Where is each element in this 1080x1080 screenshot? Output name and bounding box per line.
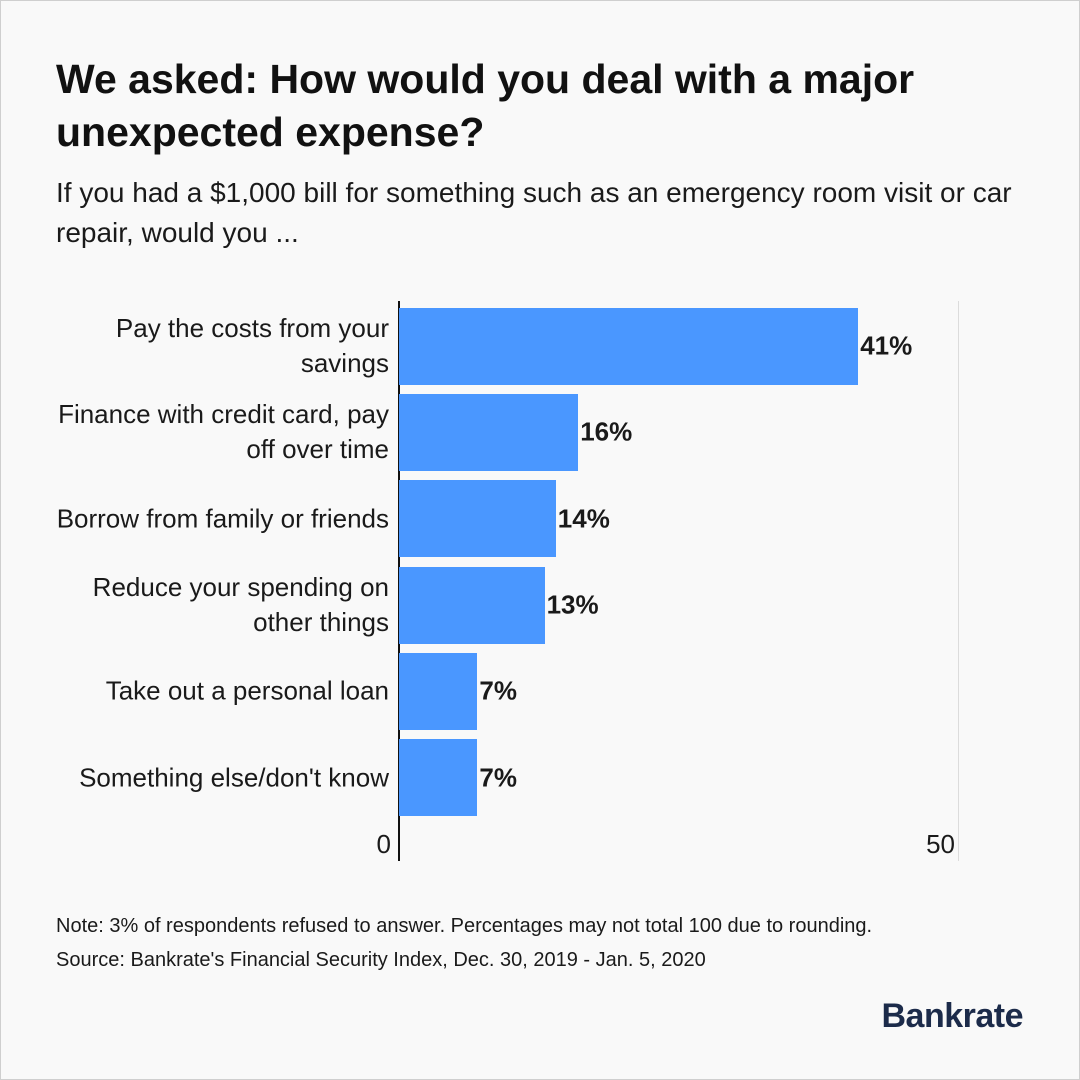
x-tick-label: 0 <box>376 829 391 859</box>
value-label: 7% <box>479 762 517 793</box>
chart-subtitle: If you had a $1,000 bill for something s… <box>56 177 1012 248</box>
value-label: 14% <box>557 503 610 534</box>
chart-title: We asked: How would you deal with a majo… <box>56 56 915 155</box>
y-tick-label: Borrow from family or friends <box>56 503 389 534</box>
value-label: 7% <box>479 675 517 706</box>
y-tick-label: Reduce your spending on other things <box>92 572 389 638</box>
bar <box>399 393 579 471</box>
value-label: 41% <box>860 330 913 361</box>
y-tick-label: Finance with credit card, pay off over t… <box>58 399 389 465</box>
bar <box>399 480 556 558</box>
source: Source: Bankrate's Financial Security In… <box>56 949 706 971</box>
bar <box>399 566 545 644</box>
value-label: 13% <box>546 589 599 620</box>
x-tick-label: 50 <box>926 829 955 859</box>
bar <box>399 739 478 817</box>
value-label: 16% <box>580 416 633 447</box>
brand-logo: Bankrate <box>881 997 1023 1035</box>
y-tick-label: Something else/don't know <box>79 762 389 793</box>
y-tick-label: Take out a personal loan <box>105 675 389 706</box>
grid-line <box>958 301 959 861</box>
y-tick-label: Pay the costs from your savings <box>115 313 389 379</box>
bar <box>399 652 478 730</box>
bar <box>399 307 859 385</box>
note: Note: 3% of respondents refused to answe… <box>56 915 873 937</box>
